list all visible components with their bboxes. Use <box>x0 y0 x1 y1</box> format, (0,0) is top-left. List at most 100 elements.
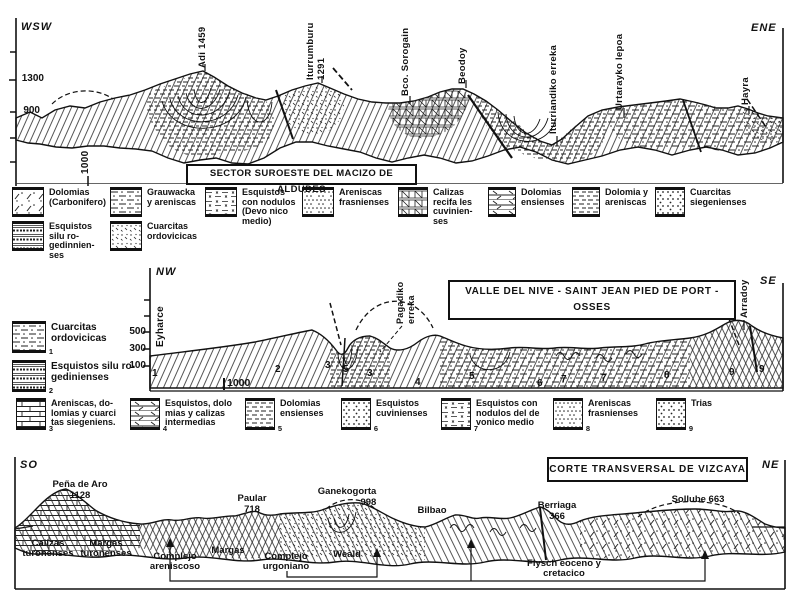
panel1-title: SECTOR SUROESTE DEL MACIZO DE ALDUDES <box>186 164 417 195</box>
unit-number: 9 <box>759 364 765 375</box>
legend-label: Esquistos cuvinienses <box>376 398 428 418</box>
peak-label-hayra: Hayra <box>740 77 751 105</box>
peak-label-iturriandiko: Iturriandiko erreka <box>548 44 559 134</box>
legend-label: Areniscas, do- lomias y cuarci tas siege… <box>51 398 117 427</box>
legend-swatch <box>12 187 44 217</box>
unit-label-weald: Weald <box>333 549 361 560</box>
legend-label: Cuarcitas siegenienses <box>690 187 747 207</box>
legend-item: 8 Areniscas frasnienses <box>553 398 656 433</box>
legend-item: 1 Cuarcitas ordovicicas <box>12 321 142 356</box>
unit-number: 2 <box>275 364 281 375</box>
unit-number: 9 <box>729 367 735 378</box>
elevation-tick-300: 300 <box>129 343 146 354</box>
legend-item: Dolomia y areniscas <box>572 187 655 217</box>
legend-swatch: 1 <box>12 321 53 356</box>
panel2-title-line1: VALLE DEL NIVE - SAINT JEAN PIED DE PORT… <box>465 286 719 297</box>
legend-swatch: 4 <box>130 398 167 433</box>
legend-swatch: 3 <box>16 398 53 433</box>
peak-label-beodoy: Beodoy <box>457 47 468 84</box>
legend2-row: 3 Areniscas, do- lomias y cuarci tas sie… <box>16 398 788 433</box>
peak-name: Berriaga <box>537 500 577 511</box>
legend-item: 9 Trias <box>656 398 746 433</box>
peak-elevation: 1128 <box>69 489 91 501</box>
legend-number: 5 <box>277 424 282 433</box>
place-label-eyharce: Eyharce <box>155 305 166 347</box>
peak-label-bilbao: Bilbao <box>417 505 447 517</box>
legend-swatch <box>488 187 516 217</box>
legend-label: Dolomias ensienses <box>521 187 565 207</box>
panel2-title-line2: OSSES <box>573 302 611 313</box>
legend-item: 3 Areniscas, do- lomias y cuarci tas sie… <box>16 398 130 433</box>
legend-label: Esquistos con nodulos del de vonico medi… <box>476 398 540 427</box>
legend-item: Esquistos silu ro-gedinnien- ses <box>12 221 110 260</box>
direction-so: SO <box>20 459 38 471</box>
legend-label: Areniscas frasnienses <box>588 398 639 418</box>
legend-label: Esquistos con nodulos (Devo nico medio) <box>242 187 296 226</box>
unit-number: 4 <box>415 377 421 388</box>
direction-se: SE <box>760 275 777 287</box>
peak-label-sorogain: Bco. Sorogain <box>400 27 411 96</box>
legend-item: Grauwacka y areniscas <box>110 187 205 217</box>
unit-label-complejo-urgoniano: Complejo urgoniano <box>262 551 310 572</box>
unit-number: 5 <box>343 364 349 375</box>
legend-label: Areniscas frasnienses <box>339 187 390 207</box>
legend-swatch: 9 <box>656 398 693 433</box>
legend-item: 6 Esquistos cuvinienses <box>341 398 441 433</box>
unit-label-calizas-turonenses: Calizas turonenses <box>22 538 74 559</box>
unit-number: 5 <box>469 371 475 382</box>
panel1-art <box>9 18 784 186</box>
legend-label: Cuarcitas ordovicicas <box>51 322 107 344</box>
peak-elevation: 366 <box>549 510 565 522</box>
unit-number: 6 <box>537 378 543 389</box>
peak-label-paular: Paular 718 <box>237 493 266 515</box>
peak-name: Ganekogorta <box>317 486 377 497</box>
legend-swatch <box>205 187 237 217</box>
peak-label-ganekogorta: Ganekogorta 998 <box>317 486 377 508</box>
legend-item: 7 Esquistos con nodulos del de vonico me… <box>441 398 553 433</box>
legend-label: Dolomia y areniscas <box>605 187 649 207</box>
legend-number: 8 <box>585 424 590 433</box>
legend-swatch <box>398 187 428 217</box>
legend-item: Esquistos con nodulos (Devo nico medio) <box>205 187 302 226</box>
legend-swatch: 7 <box>441 398 478 433</box>
legend1-row1: Dolomias (Carbonifero) Grauwacka y areni… <box>12 187 792 226</box>
legend-label: Esquistos silu ro-gedinienses <box>51 361 135 383</box>
legend-swatch <box>302 187 334 217</box>
elevation-tick-500: 500 <box>129 326 146 337</box>
legend-item: Cuarcitas siegenienses <box>655 187 765 217</box>
legend-swatch <box>110 187 142 217</box>
peak-name: Bilbao <box>417 505 447 516</box>
unit-number: 3 <box>325 360 331 371</box>
legend-item: 5 Dolomias ensienses <box>245 398 341 433</box>
legend-label: Esquistos silu ro-gedinnien- ses <box>49 221 95 260</box>
peak-label-berriaga: Berriaga 366 <box>537 500 577 522</box>
legend-swatch <box>572 187 600 217</box>
peak-name: Peña de Aro <box>52 479 108 490</box>
peak-elevation: 718 <box>244 503 260 515</box>
peak-label-urtarayko: Urtarayko lepoa <box>614 33 625 110</box>
legend-item: 4 Esquistos, dolo mias y calizas interme… <box>130 398 245 433</box>
peak-elevation: 998 <box>360 496 377 508</box>
legend-swatch: 8 <box>553 398 590 433</box>
legend-swatch: 6 <box>341 398 378 433</box>
unit-label-complejo-areniscoso: Complejo areniscoso <box>149 551 201 572</box>
unit-number: 1 <box>152 368 158 379</box>
stream-label-pagadiko: Pagadiko erreka <box>395 281 416 324</box>
legend-swatch <box>110 221 142 251</box>
legend-swatch: 5 <box>245 398 282 433</box>
elevation-tick-1300: 1300 <box>21 73 44 84</box>
peak-label-adi: Adi 1459 <box>197 26 208 68</box>
legend-number: 7 <box>473 424 478 433</box>
legend-number: 9 <box>688 424 693 433</box>
elevation-tick-900: 900 <box>23 105 40 116</box>
bracket-lines <box>169 546 706 582</box>
panel3-art <box>14 457 786 590</box>
direction-ene: ENE <box>751 22 777 34</box>
scale-1000-label-2: 1000 <box>227 377 251 389</box>
legend-item: Dolomias (Carbonifero) <box>12 187 110 217</box>
unit-number: 7 <box>601 373 607 384</box>
legend-label: Trias <box>691 398 713 408</box>
legend-number: 3 <box>48 424 53 433</box>
legend-label: Dolomias (Carbonifero) <box>49 187 106 207</box>
legend-label: Esquistos, dolo mias y calizas intermedi… <box>165 398 233 427</box>
